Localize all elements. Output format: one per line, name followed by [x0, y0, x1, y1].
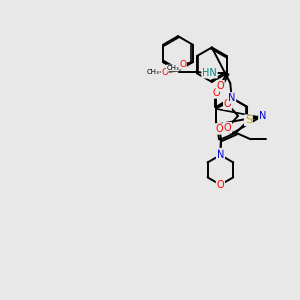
Text: O: O	[216, 124, 223, 134]
Text: O: O	[216, 81, 224, 91]
Text: CH₃: CH₃	[167, 65, 179, 71]
Text: O: O	[179, 60, 186, 69]
Text: N: N	[259, 111, 266, 121]
Text: HN: HN	[202, 68, 217, 78]
Text: CH₃: CH₃	[147, 69, 159, 75]
Text: N: N	[228, 93, 236, 103]
Text: N: N	[217, 150, 224, 160]
Text: O: O	[212, 88, 220, 98]
Text: O: O	[224, 123, 231, 133]
Text: O: O	[224, 99, 231, 109]
Text: S: S	[245, 115, 252, 125]
Text: O: O	[161, 68, 168, 76]
Text: O: O	[217, 180, 224, 190]
Text: N: N	[217, 148, 224, 159]
